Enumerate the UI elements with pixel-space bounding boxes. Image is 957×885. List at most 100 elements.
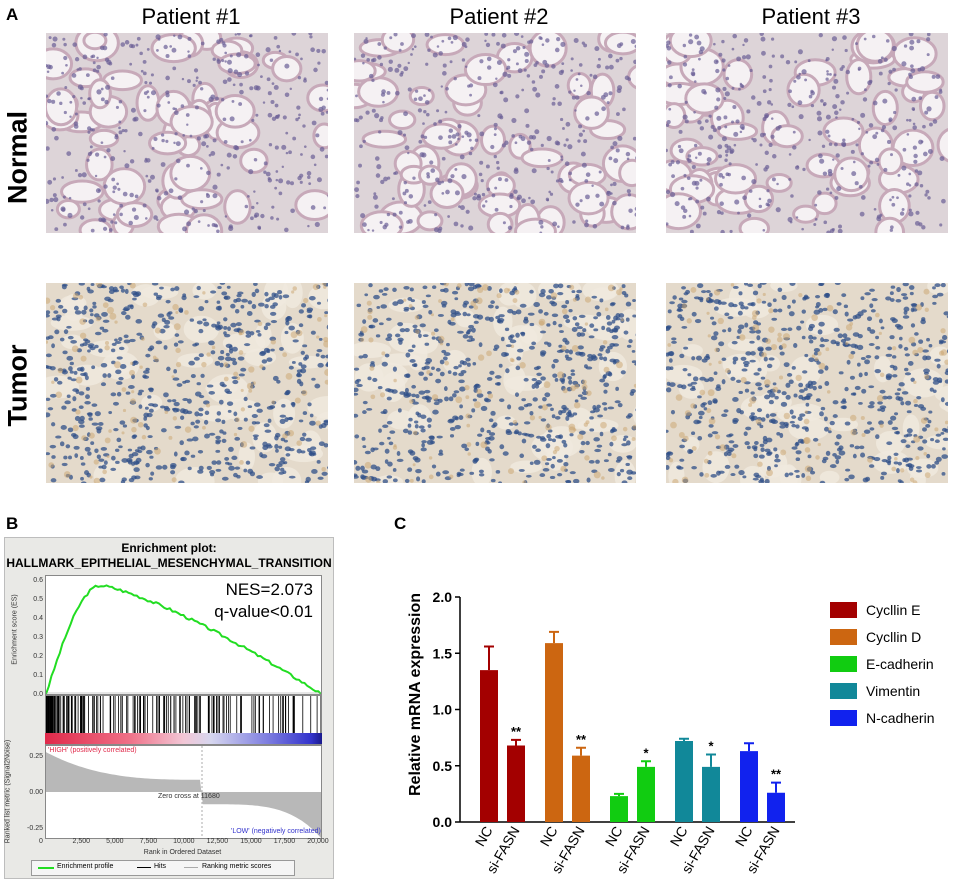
legend-hits-swatch: [137, 867, 151, 868]
legend-swatch: [830, 629, 857, 645]
tumor-micrograph-patient-3: [666, 283, 948, 483]
low-label: 'LOW' (negatively correlated): [231, 828, 321, 835]
legend-label: Cycllin D: [866, 629, 922, 645]
bar-cycllin-d-si-fasn: [572, 755, 590, 822]
ranked-metric-svg: [46, 746, 321, 838]
normal-micrograph-patient-1: [46, 33, 328, 233]
patient-1-title: Patient #1: [141, 4, 241, 29]
significance-marker: *: [643, 745, 649, 760]
tumor-micrograph-patient-1: [46, 283, 328, 483]
patient-3-title: Patient #3: [761, 4, 861, 29]
rank-y-ticks: 0.25 0.00 -0.25: [21, 745, 43, 837]
gsea-enrichment-plot: Enrichment plot: HALLMARK_EPITHELIAL_MES…: [4, 537, 334, 879]
correlation-color-strip: [45, 733, 322, 744]
legend-item-cycllin-d: Cycllin D: [830, 627, 955, 647]
es-curve-svg: [45, 584, 322, 695]
rank-ylabel: Ranked list metric (Signal2Noise): [4, 739, 12, 844]
legend-swatch: [830, 602, 857, 618]
bar-cycllin-e-nc: [480, 670, 498, 822]
bar-y-tick-label: 1.0: [433, 702, 453, 718]
legend-label: Cycllin E: [866, 602, 921, 618]
bar-n-cadherin-nc: [740, 751, 758, 822]
bar-x-tick-label: NC: [667, 824, 691, 850]
rank-tick-label: 0.25: [29, 753, 43, 760]
normal-micrograph-patient-2: [354, 33, 636, 233]
significance-marker: **: [511, 724, 522, 739]
bar-x-tick-label: NC: [732, 824, 756, 850]
zero-cross-label: Zero cross at 11680: [158, 793, 220, 800]
bar-cycllin-e-si-fasn: [507, 745, 525, 822]
legend-rank-label: Ranking metric scores: [202, 863, 272, 870]
legend-item-n-cadherin: N-cadherin: [830, 708, 955, 728]
bar-n-cadherin-si-fasn: [767, 792, 785, 822]
normal-micrograph-patient-3: [666, 33, 948, 233]
gsea-title-line1: Enrichment plot:: [121, 541, 217, 555]
bar-x-tick-label: NC: [602, 824, 626, 850]
legend-swatch: [830, 683, 857, 699]
es-y-ticks: 0.6 0.5 0.4 0.3 0.2 0.1 0.0: [27, 575, 43, 699]
gsea-x-tick-label: 17,500: [273, 838, 296, 845]
gsea-xlabel: Rank in Ordered Dataset: [143, 849, 222, 856]
significance-marker: **: [576, 732, 587, 747]
tumor-micrograph-patient-2: [354, 283, 636, 483]
hits-svg: [45, 696, 322, 734]
legend-item-vimentin: Vimentin: [830, 681, 955, 701]
rank-tick-label: -0.25: [27, 825, 43, 832]
bar-e-cadherin-nc: [610, 796, 628, 822]
legend-swatch: [830, 710, 857, 726]
es-tick-label: 0.2: [33, 653, 43, 661]
bar-vimentin-nc: [675, 741, 693, 822]
enrichment-profile-line: [45, 584, 322, 695]
bar-y-tick-label: 1.5: [433, 645, 453, 661]
legend-es-swatch: [38, 867, 54, 869]
es-tick-label: 0.6: [33, 577, 43, 584]
gsea-x-tick-label: 0: [39, 838, 43, 845]
gsea-x-tick-label: 15,000: [240, 838, 262, 845]
bar-y-tick-label: 2.0: [433, 589, 453, 605]
gsea-x-tick-label: 7,500: [139, 838, 158, 845]
ranked-metric-area: 'HIGH' (positively correlated) Zero cros…: [45, 745, 322, 839]
legend-label: E-cadherin: [866, 656, 934, 672]
qvalue-label: q-value<0.01: [214, 602, 313, 621]
panel-b-letter: B: [6, 514, 19, 533]
bar-x-tick-label: NC: [472, 824, 496, 850]
significance-marker: **: [771, 767, 782, 782]
gsea-legend: Enrichment profile Hits Ranking metric s…: [31, 860, 295, 876]
legend-item-e-cadherin: E-cadherin: [830, 654, 955, 674]
high-label: 'HIGH' (positively correlated): [48, 747, 137, 754]
bar-y-tick-label: 0.0: [433, 814, 453, 830]
bar-x-tick-label: NC: [537, 824, 561, 850]
es-tick-label: 0.4: [33, 615, 43, 623]
patient-2-title: Patient #2: [449, 4, 549, 29]
bar-cycllin-d-nc: [545, 643, 563, 822]
legend-label: Vimentin: [866, 683, 921, 699]
gsea-x-tick-label: 10,000: [173, 838, 195, 845]
bar-e-cadherin-si-fasn: [637, 766, 655, 822]
es-tick-label: 0.3: [33, 634, 43, 642]
es-plot-area: NES=2.073 q-value<0.01: [45, 575, 322, 695]
legend-item-cycllin-e: Cycllin E: [830, 600, 955, 620]
legend-swatch: [830, 656, 857, 672]
gsea-x-ticks: 0 2,500 5,000 7,500 10,000 12,500 15,000 17,500…: [39, 838, 329, 848]
legend-label: N-cadherin: [866, 710, 935, 726]
gsea-x-tick-label: 5,000: [106, 838, 124, 845]
row-label-tumor: Tumor: [2, 344, 33, 427]
panel-c-letter: C: [394, 514, 407, 533]
gsea-x-tick-label: 12,500: [206, 838, 229, 845]
es-tick-label: 0.5: [33, 596, 43, 604]
significance-marker: *: [708, 739, 714, 754]
bar-vimentin-si-fasn: [702, 766, 720, 822]
bar-legend: Cycllin E Cycllin D E-cadherin Vimentin N-ca…: [830, 600, 955, 740]
panel-a-letter: A: [6, 5, 19, 24]
bar-chart: 0.00.51.01.52.0NC**si-FASN NC**si-FASN NC*…: [433, 589, 795, 876]
bar-y-tick-label: 0.5: [433, 758, 453, 774]
gsea-title-line2: HALLMARK_EPITHELIAL_MESENCHYMAL_TRANSITI…: [6, 556, 332, 570]
gsea-x-tick-label: 20,000: [307, 838, 329, 845]
rank-tick-label: 0.00: [29, 789, 43, 796]
ranking-metric-scores: [46, 752, 321, 838]
nes-label: NES=2.073: [225, 580, 313, 599]
es-tick-label: 0.0: [33, 691, 43, 699]
es-tick-label: 0.1: [33, 672, 43, 680]
legend-rank-swatch: [184, 867, 198, 868]
legend-es-label: Enrichment profile: [57, 863, 114, 870]
